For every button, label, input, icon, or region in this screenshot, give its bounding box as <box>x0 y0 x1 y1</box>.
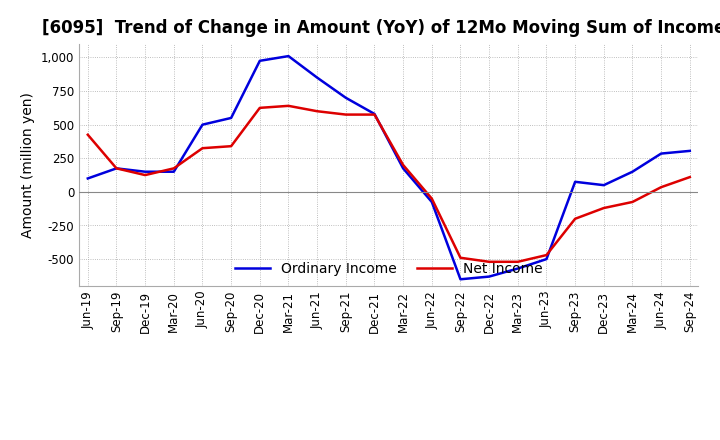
Net Income <box>84 132 92 137</box>
Net Income <box>112 166 121 171</box>
Ordinary Income <box>571 179 580 184</box>
Net Income <box>169 166 178 171</box>
Net Income <box>399 162 408 168</box>
Ordinary Income <box>685 148 694 154</box>
Net Income <box>284 103 293 109</box>
Line: Net Income: Net Income <box>88 106 690 262</box>
Ordinary Income <box>456 277 465 282</box>
Ordinary Income <box>256 58 264 63</box>
Ordinary Income <box>370 111 379 117</box>
Ordinary Income <box>198 122 207 127</box>
Ordinary Income <box>84 176 92 181</box>
Net Income <box>513 259 522 264</box>
Ordinary Income <box>341 95 350 100</box>
Ordinary Income <box>312 75 321 80</box>
Ordinary Income <box>141 169 150 174</box>
Ordinary Income <box>485 274 493 279</box>
Ordinary Income <box>428 199 436 205</box>
Ordinary Income <box>284 53 293 59</box>
Ordinary Income <box>513 266 522 271</box>
Ordinary Income <box>600 183 608 188</box>
Ordinary Income <box>227 115 235 121</box>
Ordinary Income <box>628 169 636 174</box>
Net Income <box>370 112 379 117</box>
Ordinary Income <box>169 169 178 174</box>
Ordinary Income <box>542 257 551 262</box>
Net Income <box>341 112 350 117</box>
Line: Ordinary Income: Ordinary Income <box>88 56 690 279</box>
Net Income <box>428 196 436 201</box>
Net Income <box>198 146 207 151</box>
Net Income <box>685 174 694 180</box>
Ordinary Income <box>399 166 408 171</box>
Net Income <box>657 184 665 190</box>
Net Income <box>227 143 235 149</box>
Y-axis label: Amount (million yen): Amount (million yen) <box>22 92 35 238</box>
Net Income <box>312 109 321 114</box>
Net Income <box>141 172 150 178</box>
Ordinary Income <box>112 166 121 171</box>
Net Income <box>600 205 608 211</box>
Net Income <box>256 105 264 110</box>
Net Income <box>456 255 465 260</box>
Net Income <box>571 216 580 221</box>
Net Income <box>542 253 551 258</box>
Net Income <box>485 259 493 264</box>
Legend: Ordinary Income, Net Income: Ordinary Income, Net Income <box>229 257 549 282</box>
Net Income <box>628 199 636 205</box>
Title: [6095]  Trend of Change in Amount (YoY) of 12Mo Moving Sum of Incomes: [6095] Trend of Change in Amount (YoY) o… <box>42 19 720 37</box>
Ordinary Income <box>657 151 665 156</box>
